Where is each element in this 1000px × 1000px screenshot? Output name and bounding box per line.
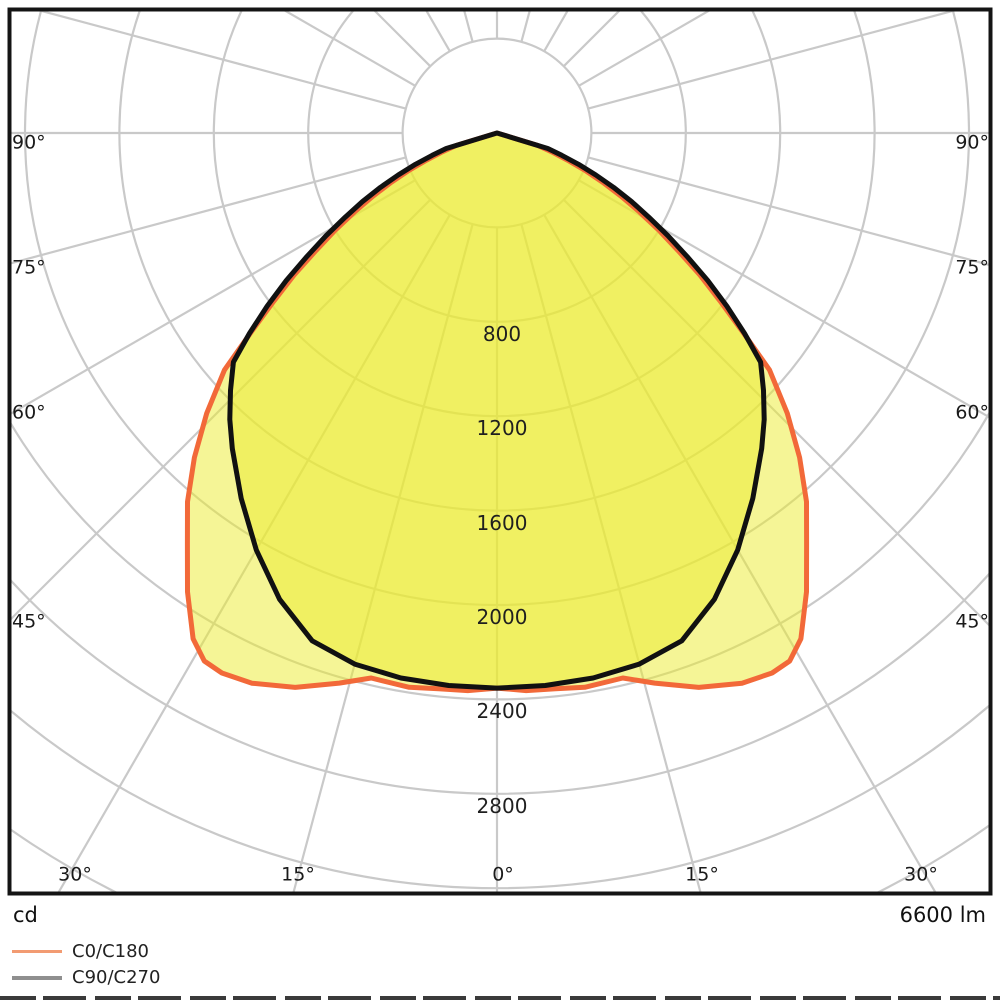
ring-label-2800: 2800 — [476, 794, 528, 818]
cropped-next-row-artifact — [0, 996, 1000, 1000]
angle-label-left-60: 60° — [12, 401, 46, 424]
c90-c270-curve — [227, 130, 767, 691]
legend-row-c0-c180: C0/C180 — [12, 941, 149, 962]
angle-label-right-45: 45° — [955, 610, 989, 633]
legend-swatch-c90-c270 — [12, 975, 62, 980]
angle-label-bottom-1: 15° — [281, 863, 315, 886]
spoke-gridline-105 — [587, 11, 955, 110]
angle-label-left-75: 75° — [12, 256, 46, 279]
angle-label-right-60: 60° — [955, 401, 989, 424]
angle-label-right-90: 90° — [955, 131, 989, 154]
angle-label-bottom-4: 30° — [904, 863, 938, 886]
angle-label-bottom-0: 30° — [58, 863, 92, 886]
chart-frame — [7, 7, 993, 896]
spoke-gridline-300 — [11, 179, 416, 415]
spoke-gridline-75 — [587, 156, 989, 266]
luminous-flux-label: 6600 lm — [899, 903, 986, 927]
ring-label-1200: 1200 — [476, 416, 528, 440]
spoke-gridline-255 — [39, 11, 407, 110]
ring-label-2000: 2000 — [476, 605, 528, 629]
angle-label-bottom-3: 15° — [685, 863, 719, 886]
legend-swatch-c0-c180 — [12, 950, 62, 953]
ring-label-2400: 2400 — [476, 699, 528, 723]
angle-label-left-90: 90° — [12, 131, 46, 154]
angle-label-right-75: 75° — [955, 256, 989, 279]
units-label: cd — [13, 903, 38, 927]
spoke-gridline-120 — [578, 11, 710, 87]
legend-row-c90-c270: C90/C270 — [12, 967, 160, 988]
ring-label-1600: 1600 — [476, 511, 528, 535]
spoke-gridline-165 — [520, 11, 531, 43]
legend-label-c90-c270: C90/C270 — [72, 967, 161, 988]
c90-c270-fill — [229, 133, 765, 689]
legend-label-c0-c180: C0/C180 — [72, 941, 150, 962]
spoke-gridline-195 — [463, 11, 474, 43]
spoke-gridline-60 — [578, 179, 989, 419]
spoke-gridline-240 — [284, 11, 416, 87]
angle-label-left-45: 45° — [12, 610, 46, 633]
ring-label-800: 800 — [482, 322, 522, 346]
spoke-gridline-285 — [11, 156, 407, 265]
angle-label-bottom-2: 0° — [492, 863, 514, 886]
